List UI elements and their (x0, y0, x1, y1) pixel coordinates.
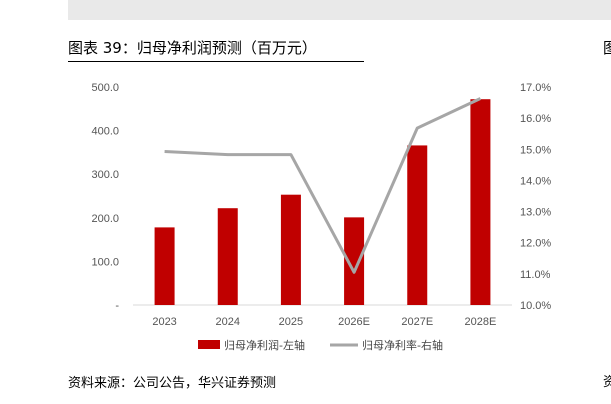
bar-2027E (407, 145, 428, 305)
right-tick-label: 13.0% (520, 207, 551, 219)
left-tick-label: 100.0 (91, 256, 119, 268)
bar-2028E (470, 99, 491, 305)
left-tick-label: 400.0 (91, 126, 119, 138)
legend-bar-swatch (198, 340, 220, 349)
margin-line (164, 97, 482, 274)
left-tick-label: - (115, 300, 119, 312)
right-tick-label: 12.0% (520, 238, 551, 250)
right-tick-label: 10.0% (520, 300, 551, 312)
left-tick-label: 500.0 (91, 82, 119, 94)
x-tick-label: 2023 (152, 316, 176, 328)
bar-2026E (344, 217, 365, 305)
left-tick-label: 300.0 (91, 169, 119, 181)
right-axis-ticks: 10.0% 11.0% 12.0% 13.0% 14.0% 15.0% 16.0% 17.0% (520, 82, 551, 312)
x-tick-label: 2024 (216, 316, 240, 328)
legend: 归母净利润-左轴 归母净利率-右轴 (198, 338, 443, 352)
figure-title: 图表 39：归母净利润预测（百万元） (68, 39, 317, 57)
x-tick-label: 2028E (465, 316, 497, 328)
left-tick-label: 200.0 (91, 213, 119, 225)
next-figure-title-edge: 图 (603, 39, 611, 57)
right-tick-label: 11.0% (520, 269, 551, 281)
x-axis-ticks: 2023 2024 2025 2026E 2027E 2028E (152, 316, 496, 328)
left-axis-ticks: - 100.0 200.0 300.0 400.0 500.0 (91, 82, 119, 312)
right-tick-label: 17.0% (520, 82, 551, 94)
bar-2025 (280, 194, 301, 305)
right-tick-label: 15.0% (520, 144, 551, 156)
bar-2023 (154, 227, 175, 305)
bar-series (154, 99, 491, 305)
legend-bar-label: 归母净利润-左轴 (224, 338, 305, 352)
x-tick-label: 2026E (338, 316, 370, 328)
source-note: 资料来源：公司公告，华兴证券预测 (68, 376, 277, 391)
title-underline (68, 61, 364, 62)
top-gray-band (68, 0, 611, 20)
line-series (164, 97, 482, 274)
right-tick-label: 16.0% (520, 113, 551, 125)
x-tick-label: 2027E (401, 316, 433, 328)
right-tick-label: 14.0% (520, 175, 551, 187)
bar-2024 (217, 208, 238, 305)
next-source-edge: 资 (603, 375, 611, 390)
legend-line-label: 归母净利率-右轴 (362, 338, 443, 352)
x-tick-label: 2025 (279, 316, 303, 328)
